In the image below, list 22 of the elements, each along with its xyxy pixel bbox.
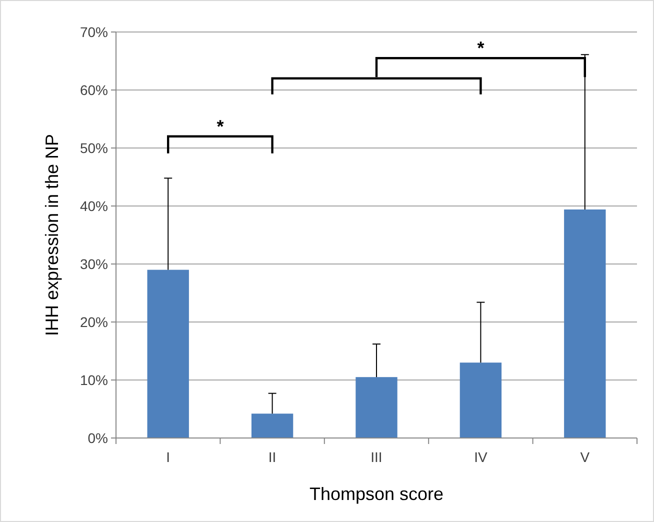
x-axis-title: Thompson score	[309, 484, 444, 504]
x-tick-label: II	[268, 449, 276, 465]
y-tick-label: 10%	[80, 372, 108, 388]
bar	[147, 270, 189, 438]
annotation: *	[216, 116, 224, 136]
bar	[460, 362, 502, 438]
x-tick-label: V	[580, 449, 590, 465]
bar	[251, 414, 294, 438]
y-tick-label: 50%	[80, 140, 108, 156]
x-tick-label: IV	[474, 449, 488, 465]
y-tick-label: 60%	[80, 82, 108, 98]
y-tick-label: 40%	[80, 198, 108, 214]
y-tick-label: 0%	[88, 430, 108, 446]
y-tick-label: 30%	[80, 256, 108, 272]
y-tick-label: 70%	[80, 24, 108, 40]
y-tick-label: 20%	[80, 314, 108, 330]
bar	[564, 209, 606, 438]
x-tick-label: III	[370, 449, 382, 465]
annotation: *	[477, 38, 484, 58]
bar	[356, 377, 398, 438]
x-tick-label: I	[166, 449, 170, 465]
y-axis-title: IHH expression in the NP	[42, 134, 62, 336]
